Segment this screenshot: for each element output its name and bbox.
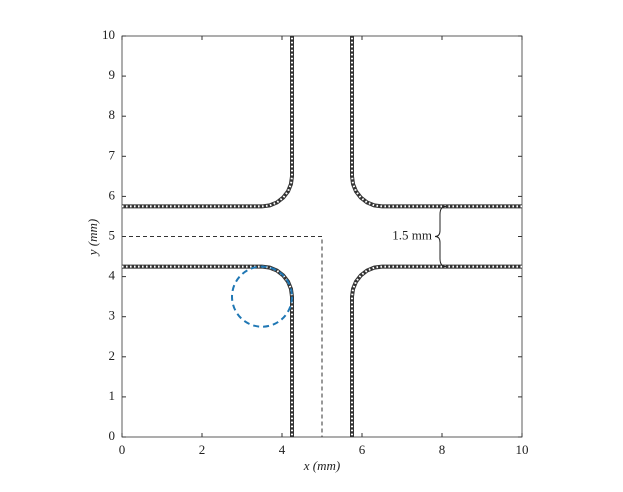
x-axis-label: x (mm) [303,458,340,473]
dashed-circle [231,265,293,328]
channel-wall [122,264,294,437]
dashed-path [122,236,323,437]
y-tick-label: 2 [109,348,116,363]
x-tick-label: 10 [516,442,529,457]
channel-wall-beads [351,265,522,437]
y-axis-label: y (mm) [85,219,100,257]
y-tick-label: 8 [109,107,116,122]
y-tick-label: 3 [109,308,116,323]
channel-wall [350,36,522,209]
y-tick-label: 1 [109,388,116,403]
y-tick-label: 5 [109,227,116,242]
y-tick-label: 9 [109,67,116,82]
channel-wall [350,264,522,437]
channel-wall-beads [122,265,293,437]
brace [434,205,447,268]
x-tick-label: 8 [439,442,446,457]
annotation: 1.5 mm [392,227,432,242]
x-tick-label: 2 [199,442,206,457]
x-tick-label: 6 [359,442,366,457]
channel-wall-beads [351,36,522,208]
channel-wall [122,36,294,209]
y-tick-label: 4 [109,268,116,283]
y-tick-label: 10 [102,27,115,42]
channel-wall-beads [122,36,293,208]
y-tick-label: 6 [109,187,116,202]
x-tick-label: 4 [279,442,286,457]
y-tick-label: 7 [109,147,116,162]
x-tick-label: 0 [119,442,126,457]
y-tick-label: 0 [109,428,116,443]
